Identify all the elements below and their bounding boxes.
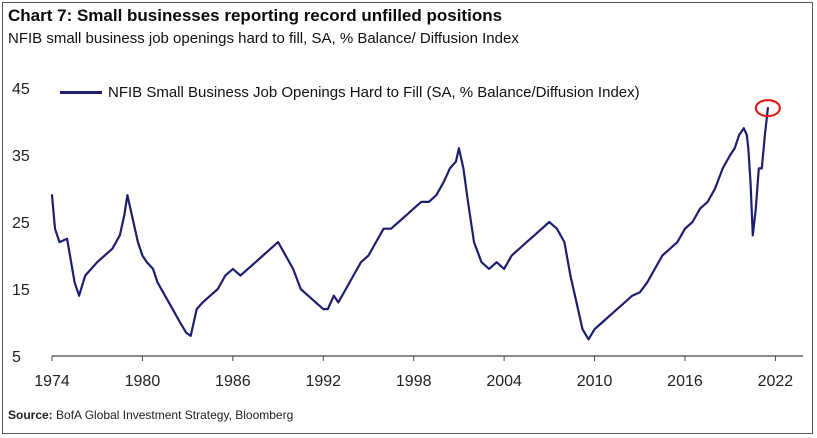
x-tick-label: 2022 <box>758 373 794 390</box>
legend-label: NFIB Small Business Job Openings Hard to… <box>108 84 640 101</box>
chart-title: Chart 7: Small businesses reporting reco… <box>8 6 503 25</box>
chart-frame <box>2 2 813 434</box>
series-line <box>50 107 769 341</box>
x-axis-ticks: 1974 1980 1986 1992 1998 2004 2010 2016 2022 <box>34 356 793 390</box>
y-axis-ticks: 5 15 25 35 45 <box>12 81 30 366</box>
x-tick-label: 1986 <box>215 373 251 390</box>
x-tick-label: 1974 <box>34 373 70 390</box>
y-tick-label: 5 <box>12 349 21 366</box>
legend-swatch <box>60 91 102 94</box>
x-tick-label: 2004 <box>486 373 522 390</box>
y-tick-label: 35 <box>12 148 30 165</box>
y-tick-label: 15 <box>12 282 30 299</box>
chart-subtitle: NFIB small business job openings hard to… <box>8 30 519 47</box>
y-tick-label: 45 <box>12 81 30 98</box>
x-tick-label: 1998 <box>396 373 432 390</box>
x-tick-label: 1992 <box>305 373 341 390</box>
y-tick-label: 25 <box>12 215 30 232</box>
x-tick-label: 2016 <box>667 373 703 390</box>
legend: NFIB Small Business Job Openings Hard to… <box>60 84 640 101</box>
x-tick-label: 1980 <box>125 373 161 390</box>
source-note: Source: BofA Global Investment Strategy,… <box>8 408 293 422</box>
source-text: BofA Global Investment Strategy, Bloombe… <box>56 408 294 422</box>
record-high-circle <box>754 98 781 118</box>
x-tick-label: 2010 <box>577 373 613 390</box>
source-label: Source: <box>8 408 53 422</box>
